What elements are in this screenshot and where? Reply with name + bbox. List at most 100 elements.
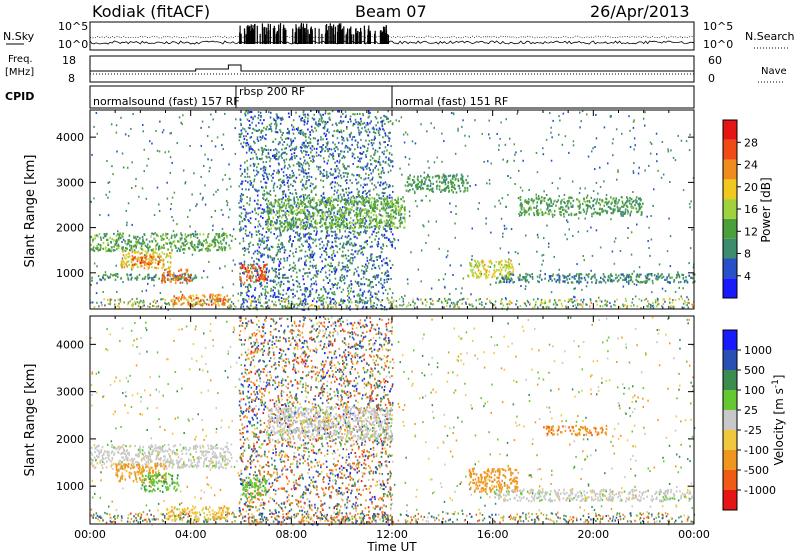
speckle bbox=[93, 125, 95, 128]
speckle bbox=[303, 261, 306, 264]
echo bbox=[157, 263, 159, 266]
speckle bbox=[387, 274, 389, 277]
echo bbox=[262, 267, 265, 270]
echo bbox=[163, 271, 165, 275]
clutter bbox=[338, 302, 340, 305]
speckle bbox=[184, 182, 186, 185]
speckle bbox=[206, 135, 209, 137]
speckle bbox=[254, 270, 256, 272]
speckle bbox=[337, 141, 340, 144]
echo bbox=[170, 245, 172, 248]
speckle bbox=[275, 228, 277, 231]
clutter bbox=[668, 298, 671, 301]
speckle bbox=[382, 128, 384, 131]
speckle bbox=[195, 205, 197, 208]
speckle bbox=[386, 264, 389, 266]
speckle bbox=[327, 263, 329, 266]
speckle bbox=[282, 192, 285, 194]
echo bbox=[157, 235, 159, 238]
speckle bbox=[127, 134, 130, 137]
speckle bbox=[267, 152, 270, 155]
speckle bbox=[255, 257, 258, 260]
speckle bbox=[279, 284, 281, 287]
speckle bbox=[309, 223, 311, 225]
speckle bbox=[313, 274, 316, 277]
echo bbox=[106, 275, 109, 278]
speckle bbox=[310, 255, 312, 258]
speckle bbox=[285, 174, 288, 176]
clutter bbox=[683, 306, 685, 309]
clutter bbox=[489, 300, 491, 303]
speckle bbox=[310, 253, 313, 256]
echo bbox=[187, 234, 190, 237]
echo bbox=[191, 244, 193, 247]
speckle bbox=[278, 179, 280, 182]
speckle bbox=[320, 194, 323, 197]
clutter bbox=[250, 302, 252, 305]
speckle bbox=[304, 206, 306, 209]
speckle bbox=[368, 283, 371, 286]
echo bbox=[125, 262, 127, 265]
echo bbox=[161, 279, 163, 282]
speckle bbox=[329, 280, 331, 282]
echo bbox=[212, 293, 214, 296]
clutter bbox=[579, 303, 581, 306]
speckle bbox=[271, 179, 273, 182]
speckle bbox=[315, 267, 317, 270]
speckle bbox=[381, 299, 384, 302]
speckle bbox=[246, 234, 248, 237]
echo bbox=[205, 238, 207, 241]
speckle bbox=[325, 258, 327, 261]
echo bbox=[265, 278, 267, 281]
echo bbox=[144, 256, 146, 259]
speckle bbox=[549, 112, 551, 114]
speckle bbox=[315, 185, 317, 188]
clutter bbox=[378, 299, 380, 302]
speckle bbox=[582, 255, 584, 257]
speckle bbox=[358, 174, 361, 177]
speckle bbox=[392, 190, 394, 193]
speckle bbox=[367, 143, 370, 146]
echo bbox=[191, 246, 194, 249]
speckle bbox=[346, 199, 348, 201]
speckle bbox=[253, 165, 255, 168]
speckle bbox=[633, 148, 635, 151]
echo bbox=[176, 297, 178, 300]
speckle bbox=[286, 256, 289, 259]
echo bbox=[207, 234, 209, 237]
speckle bbox=[374, 132, 377, 134]
speckle bbox=[486, 182, 488, 185]
echo bbox=[132, 256, 134, 259]
echo bbox=[142, 261, 145, 264]
echo bbox=[193, 234, 195, 238]
clutter bbox=[233, 305, 236, 307]
echo bbox=[135, 251, 137, 254]
echo bbox=[204, 295, 206, 298]
speckle bbox=[303, 156, 305, 159]
echo bbox=[163, 274, 165, 277]
speckle bbox=[251, 210, 254, 213]
clutter bbox=[155, 302, 157, 304]
echo bbox=[126, 265, 128, 268]
clutter bbox=[501, 302, 503, 305]
speckle bbox=[366, 163, 369, 166]
freq-label-2: [MHz] bbox=[5, 67, 34, 78]
echo bbox=[216, 239, 219, 242]
clutter bbox=[589, 305, 591, 308]
speckle bbox=[275, 125, 277, 128]
speckle bbox=[91, 153, 93, 156]
speckle bbox=[291, 218, 294, 221]
clutter bbox=[624, 297, 627, 300]
speckle bbox=[359, 166, 362, 169]
speckle bbox=[341, 157, 343, 159]
speckle bbox=[330, 212, 332, 214]
echo bbox=[120, 264, 122, 267]
speckle bbox=[302, 168, 304, 171]
speckle bbox=[260, 138, 262, 141]
echo bbox=[151, 240, 153, 243]
speckle bbox=[323, 125, 326, 128]
speckle bbox=[346, 137, 348, 140]
speckle bbox=[262, 227, 264, 230]
echo bbox=[258, 279, 261, 282]
speckle bbox=[505, 227, 508, 230]
